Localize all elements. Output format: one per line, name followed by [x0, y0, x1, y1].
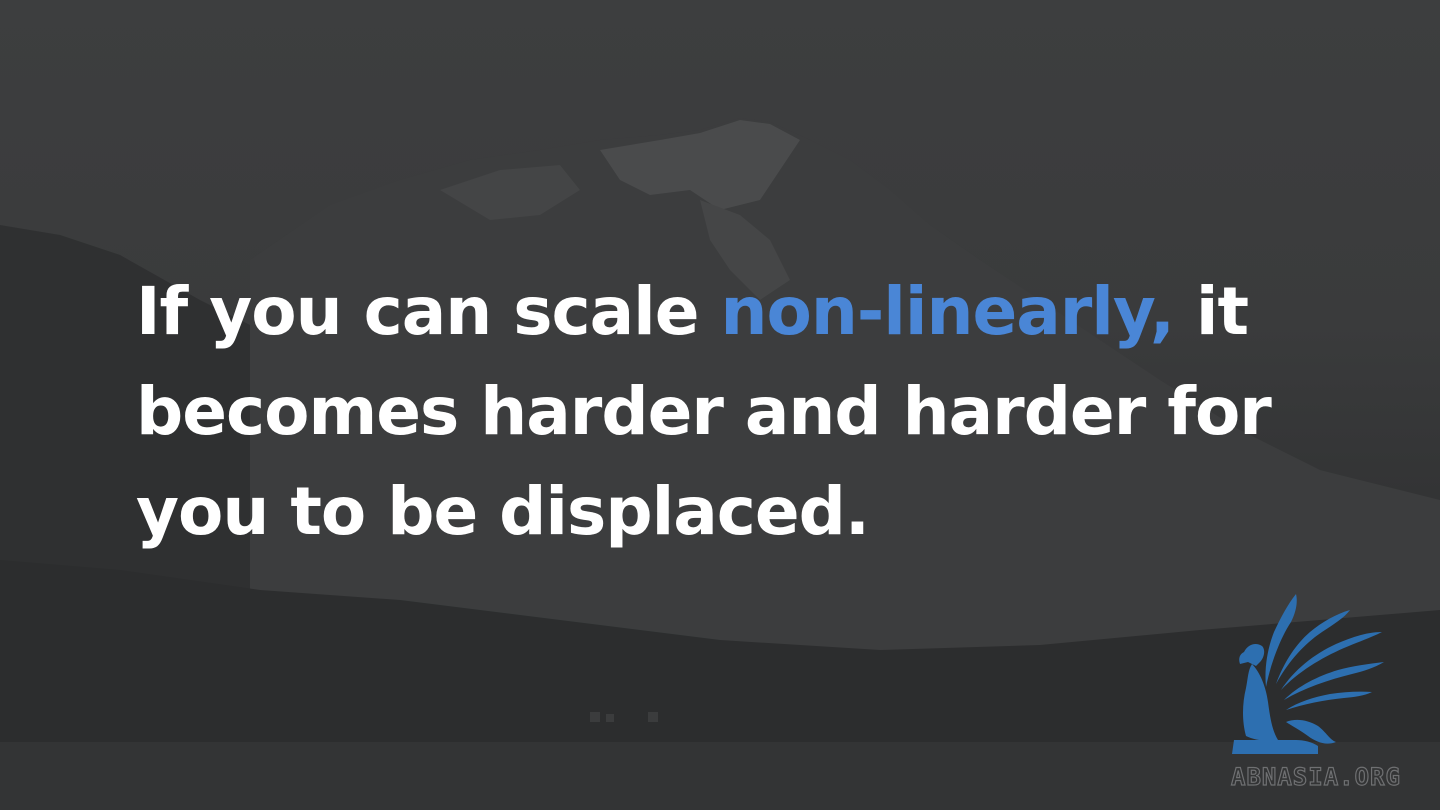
quote-text: If you can scale non-linearly, it become…: [136, 262, 1366, 562]
brand-wordmark: ABNASIA.ORG: [1230, 762, 1401, 791]
quote-part-1: If you can scale: [136, 273, 721, 350]
brand-text: ABNASIA.ORG: [1231, 763, 1401, 791]
quote-part-2: it becomes harder and harder for you to …: [136, 273, 1272, 550]
quote-highlight: non-linearly,: [720, 273, 1175, 350]
winged-griffin-icon: [1232, 594, 1384, 754]
